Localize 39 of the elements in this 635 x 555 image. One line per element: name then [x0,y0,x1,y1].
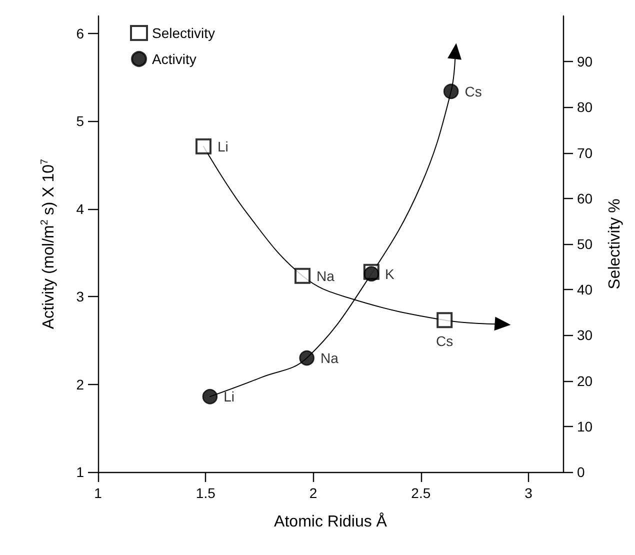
data-label: Li [217,138,228,154]
y-tick-label: 3 [76,288,84,305]
y2-tick-label: 90 [577,54,593,70]
y-tick-label: 6 [76,26,84,42]
legend-label: Selectivity [152,25,216,41]
x-tick-label: 2.5 [411,485,431,501]
y-axis-title: Activity (mol/m2 s) X 107 [40,158,58,330]
y2-tick-label: 50 [577,236,593,252]
data-label: Cs [436,333,454,350]
y-tick-label: 4 [76,200,84,217]
x-tick-label: 3 [524,485,533,501]
y2-tick-label: 60 [577,190,593,206]
x-tick-label: 1 [94,485,102,501]
y2-tick-label: 70 [577,144,593,161]
y2-tick-label: 0 [577,464,585,480]
data-label: Na [320,350,339,366]
point [195,138,212,154]
y2-tick-label: 80 [577,99,593,116]
y2-tick-label: 40 [577,282,593,298]
x-tick-label: 1.5 [196,485,216,501]
x-axis-title: Atomic Ridius Å [274,512,388,530]
y-tick-label: 5 [76,113,84,130]
y-tick-label: 1 [76,464,84,480]
y2-tick-label: 10 [577,418,593,434]
legend-label: Activity [152,51,196,67]
y2-axis-title: Selectivity % [606,198,624,290]
point [299,350,314,366]
data-label: K [385,266,396,282]
y-tick-label: 2 [76,376,84,392]
data-label: Na [316,268,335,284]
y2-tick-label: 30 [577,327,593,344]
y2-tick-label: 20 [577,372,593,389]
point [294,268,311,284]
data-label: Li [224,388,234,405]
point [202,388,218,404]
data-label: Cs [464,83,482,100]
point [443,84,459,100]
x-tick-label: 2 [309,485,318,501]
point [436,312,453,328]
